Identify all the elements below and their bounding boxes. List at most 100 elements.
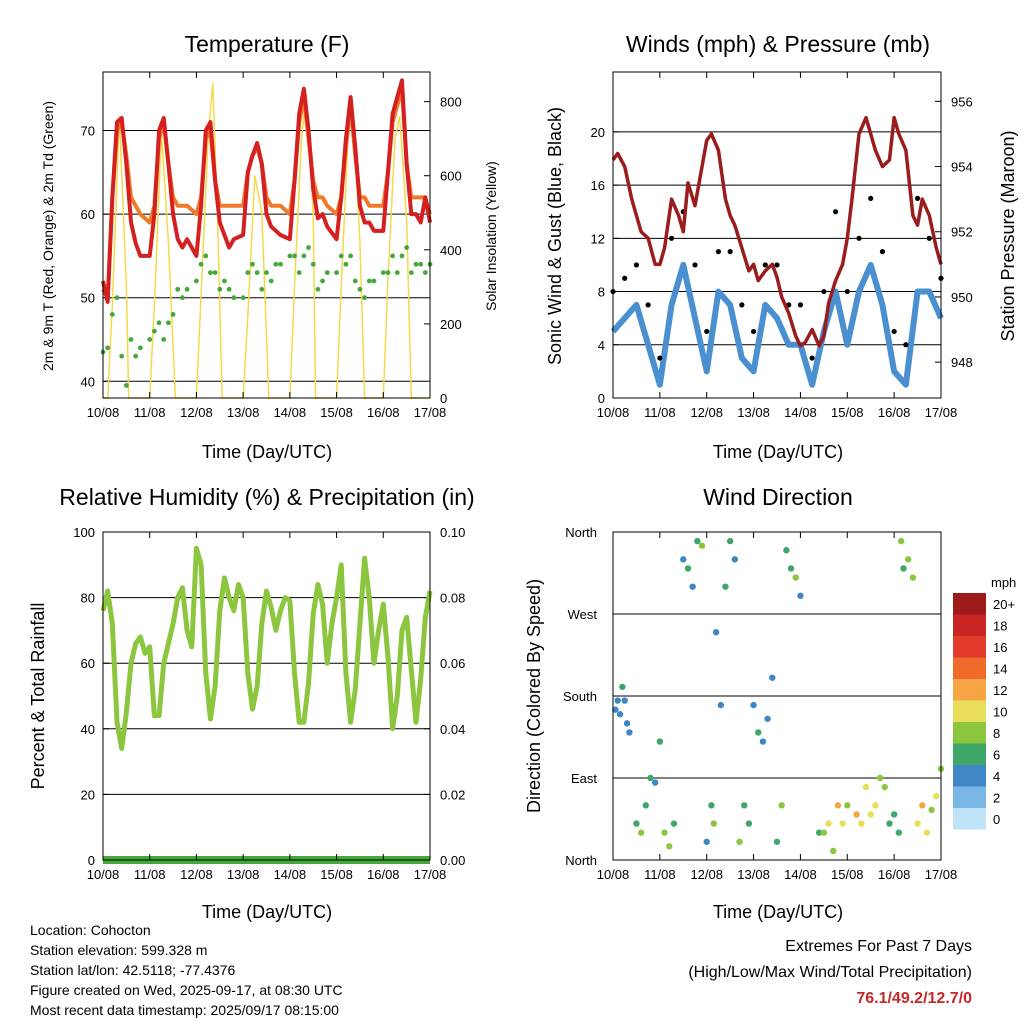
dewpoint-point — [315, 286, 321, 292]
temperature-xtick-label: 16/08 — [367, 405, 400, 420]
gust-point — [891, 328, 897, 335]
wind-direction-point — [797, 592, 804, 599]
winds-ytick-label: 0 — [598, 391, 605, 406]
dewpoint-point — [385, 270, 391, 276]
precip-ytick-label: 0.00 — [440, 853, 465, 868]
wind-direction-point — [745, 820, 753, 827]
dewpoint-point — [301, 253, 307, 259]
pressure-ytick-label: 956 — [951, 94, 973, 109]
gust-point — [809, 355, 815, 361]
temperature-xtick-label: 12/08 — [180, 405, 213, 420]
humidity-title: Relative Humidity (%) & Precipitation (i… — [59, 484, 474, 510]
dewpoint-point — [413, 261, 419, 267]
dewpoint-point — [156, 320, 162, 326]
wind-direction-point — [815, 829, 823, 836]
legend-swatch — [953, 765, 986, 787]
wind-direction-point — [844, 802, 851, 809]
legend-label: 2 — [993, 791, 1000, 806]
wind-direction-point — [621, 697, 628, 704]
wind-direction-point — [722, 583, 729, 590]
dewpoint-point — [147, 337, 153, 342]
dewpoint-point — [292, 253, 297, 259]
dewpoint-point — [175, 286, 181, 292]
legend-swatch — [953, 743, 986, 765]
gust-point — [715, 249, 722, 255]
dewpoint-point — [119, 353, 125, 359]
wind-direction-panel: Wind Direction Time (Day/UTC) Direction … — [524, 484, 1016, 922]
wind-direction-point — [764, 715, 771, 722]
wind-direction-point — [872, 802, 879, 809]
solar-ytick-label: 200 — [440, 317, 462, 332]
temp-2m-line — [101, 78, 432, 304]
dewpoint-point — [180, 295, 185, 301]
legend-swatch — [953, 657, 986, 679]
pressure-ytick-label: 948 — [951, 355, 973, 370]
wind-direction-point — [680, 556, 687, 563]
wind-direction-xtick-label: 16/08 — [878, 867, 911, 882]
dewpoint-point — [133, 353, 139, 359]
legend-swatch — [953, 700, 986, 722]
humidity-ytick-label: 60 — [81, 656, 95, 671]
dewpoint-point — [259, 286, 265, 292]
wind-direction-point — [933, 793, 940, 800]
legend-label: 4 — [993, 769, 1000, 784]
precip-ytick-label: 0.08 — [440, 591, 465, 606]
dewpoint-point — [422, 270, 428, 276]
wind-direction-point — [834, 802, 842, 809]
wind-direction-point — [897, 537, 905, 545]
precip-ytick-label: 0.06 — [440, 656, 465, 671]
dewpoint-point — [231, 295, 237, 301]
winds-xtick-label: 14/08 — [784, 405, 817, 420]
pressure-line — [611, 115, 943, 348]
solar-ylabel: Solar Insolation (Yellow) — [483, 161, 499, 311]
wind-direction-point — [787, 565, 795, 572]
wind-direction-point — [881, 783, 888, 791]
wind-direction-point — [642, 802, 649, 809]
dewpoint-point — [105, 345, 111, 351]
dewpoint-point — [268, 278, 274, 284]
legend-label: 0 — [993, 812, 1000, 827]
dewpoint-point — [306, 245, 311, 250]
extremes-heading: Extremes For Past 7 Days — [785, 938, 972, 955]
wind-direction-point — [647, 774, 654, 782]
wind-direction-point — [637, 829, 645, 836]
winds-xtick-label: 13/08 — [737, 405, 770, 420]
temperature-ylabel: 2m & 9m T (Red, Orange) & 2m Td (Green) — [40, 101, 56, 371]
gust-point — [633, 262, 640, 268]
dewpoint-point — [114, 295, 120, 301]
gust-point — [750, 328, 757, 335]
wind-direction-ylabel: Direction (Colored By Speed) — [524, 579, 544, 813]
dewpoint-point — [408, 270, 414, 276]
wind-direction-point — [769, 674, 776, 681]
dewpoint-point — [394, 270, 400, 276]
dewpoint-point — [366, 278, 372, 284]
dewpoint-point — [310, 261, 316, 267]
dewpoint-point — [264, 270, 269, 276]
wind-direction-xlabel: Time (Day/UTC) — [713, 902, 843, 922]
direction-tick-label: North — [565, 525, 597, 540]
winds-ytick-label: 16 — [591, 178, 605, 193]
precip-ytick-label: 0.10 — [440, 525, 465, 540]
dewpoint-point — [151, 328, 157, 334]
wind-direction-point — [741, 802, 748, 809]
legend-label: 16 — [993, 640, 1007, 655]
dewpoint-point — [184, 286, 190, 292]
legend-title: mph — [991, 575, 1016, 590]
wind-direction-point — [626, 729, 633, 736]
wind-direction-point — [867, 811, 874, 818]
temperature-xlabel: Time (Day/UTC) — [202, 442, 332, 462]
dewpoint-point — [273, 261, 279, 267]
legend-label: 8 — [993, 726, 1000, 741]
wind-direction-point — [825, 820, 832, 827]
dewpoint-point — [137, 345, 143, 351]
humidity-ytick-label: 40 — [81, 722, 95, 737]
direction-tick-label: West — [568, 607, 598, 622]
legend-label: 6 — [993, 748, 1000, 763]
wind-direction-point — [862, 783, 870, 791]
temperature-ytick-label: 50 — [81, 291, 95, 306]
dewpoint-point — [352, 278, 358, 284]
gust-point — [657, 355, 663, 361]
recent-text: Most recent data timestamp: 2025/09/17 0… — [30, 1002, 339, 1018]
dewpoint-point — [390, 253, 396, 259]
